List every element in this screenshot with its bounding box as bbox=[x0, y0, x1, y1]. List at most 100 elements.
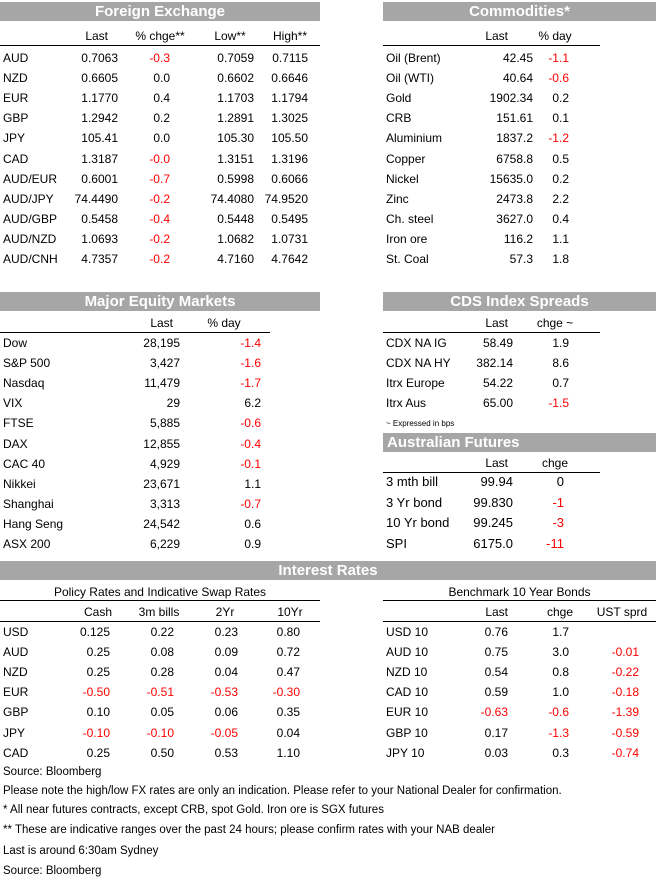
commodity-change: -0.6 bbox=[548, 71, 569, 86]
fx-change: 0.0 bbox=[153, 71, 170, 86]
fx-header-rule bbox=[0, 45, 320, 46]
futures-change: -1 bbox=[552, 494, 564, 510]
futures-change: -11 bbox=[546, 535, 564, 551]
fx-pair: JPY bbox=[3, 131, 26, 146]
equity-name: Nasdaq bbox=[3, 376, 45, 391]
cds-last: 382.14 bbox=[476, 356, 513, 370]
equity-last: 4,929 bbox=[149, 456, 180, 471]
fx-last: 4.7357 bbox=[81, 252, 118, 266]
fx-low: 105.30 bbox=[217, 131, 254, 146]
bond-name: GBP 10 bbox=[386, 725, 428, 740]
bond-name: EUR 10 bbox=[386, 705, 429, 720]
futures-last: 99.830 bbox=[473, 494, 513, 510]
bond-ust-spread: -0.59 bbox=[611, 725, 639, 740]
cds-change: -1.5 bbox=[548, 396, 569, 410]
policy-3m-bills: 0.05 bbox=[150, 705, 174, 720]
policy-currency: CAD bbox=[3, 745, 29, 760]
commodity-change: 0.5 bbox=[552, 151, 569, 166]
bonds-title: Benchmark 10 Year Bonds bbox=[448, 585, 591, 599]
bond-name: JPY 10 bbox=[386, 745, 425, 760]
note-source-1: Source: Bloomberg bbox=[3, 766, 102, 778]
commodity-name: CRB bbox=[386, 111, 412, 126]
equity-change: -0.1 bbox=[240, 456, 261, 471]
equity-last: 23,671 bbox=[143, 476, 180, 491]
equity-change: 0.9 bbox=[244, 537, 261, 551]
equity-title: Major Equity Markets bbox=[0, 292, 320, 311]
fx-high: 0.5495 bbox=[271, 211, 308, 226]
fx-pair: CAD bbox=[3, 151, 29, 166]
commodity-last: 40.64 bbox=[502, 71, 533, 86]
equity-name: FTSE bbox=[3, 416, 34, 431]
note-ranges: ** These are indicative ranges over the … bbox=[3, 824, 495, 836]
fx-low: 1.3151 bbox=[217, 151, 254, 166]
cds-footnote: ~ Expressed in bps bbox=[386, 419, 455, 428]
note-futures: * All near futures contracts, except CRB… bbox=[3, 804, 384, 816]
equity-last: 3,427 bbox=[149, 356, 180, 371]
fx-header-last: Last bbox=[85, 29, 108, 43]
note-fx-disclaimer: Please note the high/low FX rates are on… bbox=[3, 785, 562, 797]
bond-change: 0.8 bbox=[552, 665, 569, 680]
commodity-change: 1.1 bbox=[552, 231, 569, 246]
futures-title: Australian Futures bbox=[387, 434, 520, 451]
commodity-last: 2473.8 bbox=[496, 191, 533, 206]
commodity-last: 57.3 bbox=[509, 252, 533, 266]
fx-high: 74.9520 bbox=[264, 191, 308, 206]
equity-change: -0.4 bbox=[240, 436, 261, 451]
cds-last: 65.00 bbox=[482, 396, 513, 410]
policy-2yr: 0.04 bbox=[214, 665, 238, 680]
commodity-name: Ch. steel bbox=[386, 211, 434, 226]
equity-name: Nikkei bbox=[3, 476, 36, 491]
futures-last: 99.94 bbox=[480, 474, 513, 489]
futures-name: 10 Yr bond bbox=[386, 515, 450, 530]
fx-low: 1.0682 bbox=[217, 231, 254, 246]
policy-cash: 0.25 bbox=[86, 645, 110, 660]
commodity-change: -1.1 bbox=[548, 51, 569, 65]
fx-high: 0.7115 bbox=[272, 51, 308, 65]
policy-2yr: 0.23 bbox=[214, 625, 238, 639]
fx-last: 0.5458 bbox=[81, 211, 118, 226]
policy-3m-bills: 0.28 bbox=[150, 665, 174, 680]
commodities-header-rule bbox=[383, 45, 600, 46]
bond-name: AUD 10 bbox=[386, 645, 429, 660]
fx-pair: EUR bbox=[3, 91, 29, 106]
cds-change: 8.6 bbox=[552, 356, 569, 370]
futures-header-chg: chge bbox=[541, 456, 569, 470]
commodity-change: 2.2 bbox=[552, 191, 569, 206]
equity-name: Dow bbox=[3, 336, 28, 350]
cds-name: CDX NA IG bbox=[386, 336, 447, 350]
policy-title: Policy Rates and Indicative Swap Rates bbox=[53, 585, 267, 599]
bonds-header-last: Last bbox=[485, 605, 508, 619]
commodity-change: 1.8 bbox=[552, 252, 569, 266]
fx-header-high: High** bbox=[272, 29, 308, 43]
equity-change: -1.6 bbox=[240, 356, 261, 371]
fx-pair: AUD/EUR bbox=[3, 171, 58, 186]
policy-cash: 0.10 bbox=[86, 705, 110, 720]
fx-change: 0.2 bbox=[153, 111, 170, 126]
policy-cash: -0.10 bbox=[82, 725, 110, 740]
fx-change: -0.4 bbox=[149, 211, 170, 226]
commodity-name: St. Coal bbox=[386, 252, 429, 266]
equity-name: Hang Seng bbox=[3, 516, 64, 531]
bond-last: 0.54 bbox=[484, 665, 508, 680]
bond-name: NZD 10 bbox=[386, 665, 428, 680]
fx-high: 0.6066 bbox=[271, 171, 308, 186]
bonds-title-rule bbox=[383, 600, 656, 601]
futures-header-last: Last bbox=[485, 456, 508, 470]
cds-title: CDS Index Spreads bbox=[383, 292, 656, 311]
commodity-last: 6758.8 bbox=[496, 151, 533, 166]
fx-change: -0.2 bbox=[149, 231, 170, 246]
policy-cash: -0.50 bbox=[82, 685, 110, 700]
fx-low: 74.4080 bbox=[210, 191, 254, 206]
equity-last: 11,479 bbox=[144, 376, 180, 391]
equity-last: 28,195 bbox=[143, 336, 180, 350]
fx-high: 4.7642 bbox=[271, 252, 308, 266]
equity-change: 6.2 bbox=[244, 396, 261, 411]
commodity-last: 151.61 bbox=[496, 111, 533, 126]
futures-name: 3 mth bill bbox=[386, 474, 439, 489]
policy-10yr: 0.47 bbox=[276, 665, 300, 680]
fx-pair: AUD bbox=[3, 51, 29, 65]
fx-title: Foreign Exchange bbox=[0, 2, 320, 21]
policy-10yr: 0.72 bbox=[276, 645, 300, 660]
bond-last: 0.59 bbox=[484, 685, 508, 700]
equity-name: ASX 200 bbox=[3, 537, 51, 551]
